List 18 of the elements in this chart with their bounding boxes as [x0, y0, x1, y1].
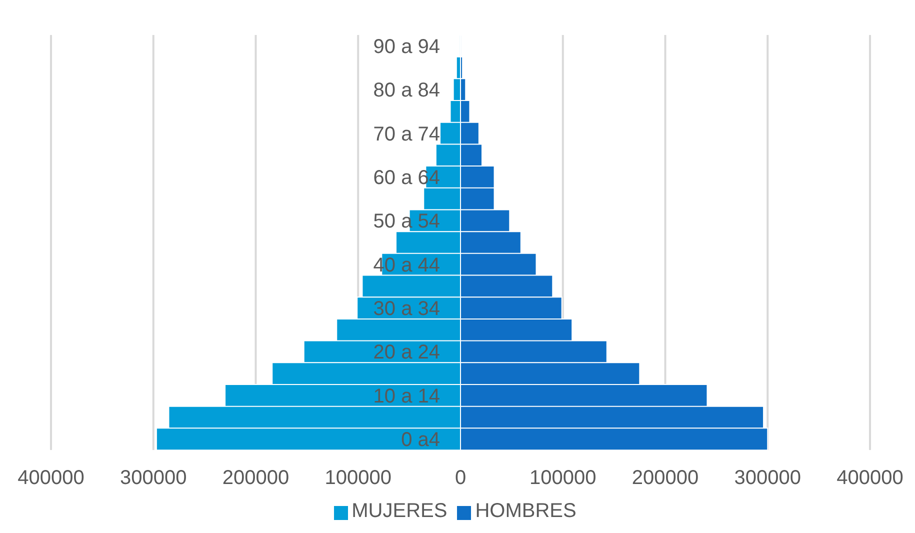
x-tick-label: 100000: [324, 467, 392, 490]
legend-label: HOMBRES: [475, 500, 576, 522]
x-tick-label: 200000: [222, 467, 290, 490]
x-tick-label: 200000: [632, 467, 699, 490]
x-tick-label: 300000: [734, 467, 801, 490]
y-tick-label: 70 a 74: [373, 123, 440, 146]
x-tick-label: 400000: [18, 467, 84, 490]
legend-label: MUJERES: [352, 500, 448, 522]
x-tick-label: 0: [454, 467, 466, 490]
x-tick-label: 300000: [120, 467, 187, 490]
y-tick-label: 30 a 34: [373, 298, 440, 320]
y-tick-label: 20 a 24: [373, 342, 440, 364]
y-tick-label: 10 a 14: [373, 385, 440, 408]
y-tick-label: 80 a 84: [373, 80, 440, 102]
y-tick-label: 90 a 94: [373, 36, 440, 58]
x-tick-label: 400000: [836, 467, 904, 490]
y-tick-label: 0 a4: [401, 429, 440, 452]
x-tick-label: 100000: [530, 467, 596, 490]
